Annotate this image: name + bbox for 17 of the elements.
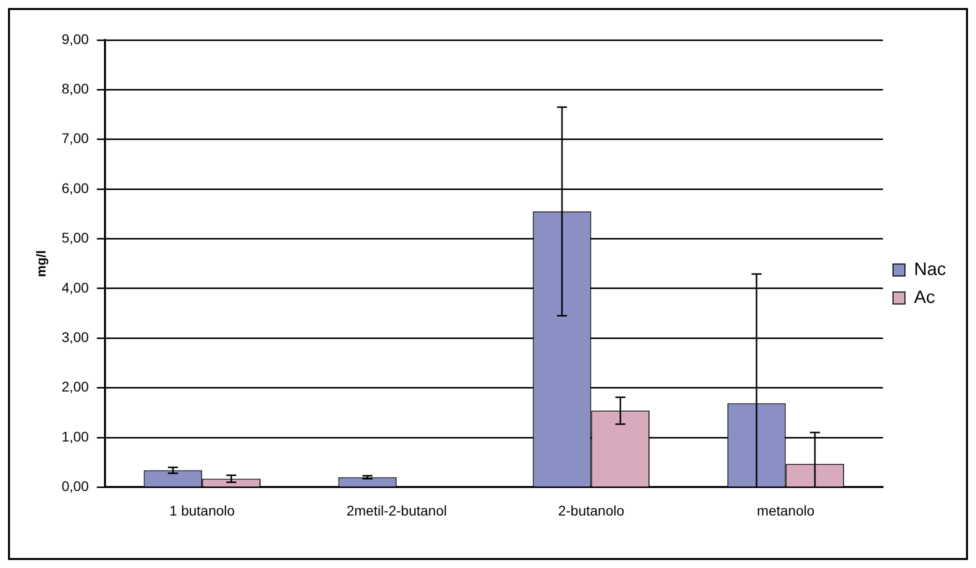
legend-label: Nac (914, 258, 946, 279)
y-tick-label: 9,00 (62, 30, 90, 47)
y-tick-label: 1,00 (62, 428, 90, 444)
x-tick-label: 1 butanolo (169, 502, 236, 518)
y-tick-label: 5,00 (62, 230, 90, 246)
y-tick-label: 4,00 (62, 279, 90, 296)
legend-label: Ac (914, 286, 936, 307)
x-tick-label: metanolo (756, 502, 815, 518)
y-tick-label: 6,00 (62, 180, 90, 196)
y-tick-label: 2,00 (62, 378, 90, 395)
y-tick-label: 8,00 (62, 80, 90, 97)
y-tick-label: 0,00 (62, 478, 90, 494)
x-tick-label: 2metil-2-butanol (346, 502, 447, 518)
y-tick-label: 7,00 (62, 130, 90, 146)
y-tick-label: 3,00 (62, 328, 90, 345)
y-axis-title: mg/l (33, 250, 48, 277)
x-tick-label: 2-butanolo (558, 502, 624, 518)
